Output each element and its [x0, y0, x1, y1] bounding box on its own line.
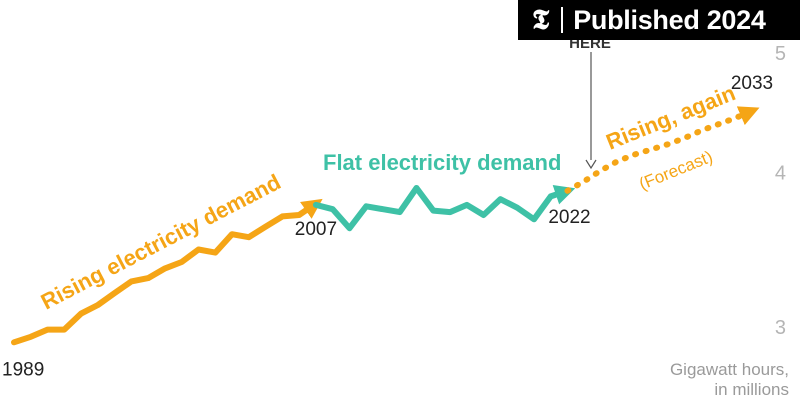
publication-badge: 𝕿 Published 2024 — [518, 0, 800, 40]
y-tick-label: 3 — [775, 317, 786, 339]
series-layer — [11, 106, 760, 346]
series-line-rising — [11, 198, 323, 346]
annotation-rising: Rising electricity demand — [37, 169, 285, 314]
unit-label-line2: in millions — [714, 380, 789, 399]
x-axis-labels: 1989 2007 2022 2033 — [2, 73, 773, 380]
badge-text: Published 2024 — [573, 4, 766, 35]
annotation-rising-again: Rising, again — [603, 80, 739, 154]
unit-label-line1: Gigawatt hours, — [670, 360, 789, 379]
x-year-label: 2022 — [548, 207, 590, 228]
x-year-label: 2033 — [731, 73, 773, 94]
y-axis-ticks: 3 4 5 — [775, 43, 786, 339]
annotation-flat: Flat electricity demand — [323, 150, 561, 175]
x-year-label: 2007 — [295, 219, 337, 240]
series-line-flat — [312, 184, 576, 232]
y-tick-label: 4 — [775, 163, 786, 185]
here-pointer-arrowhead — [585, 159, 597, 170]
series-line-forecast — [564, 106, 760, 194]
badge-divider — [561, 7, 564, 33]
x-year-label: 1989 — [2, 359, 44, 380]
annotation-forecast: (Forecast) — [636, 147, 715, 194]
y-tick-label: 5 — [775, 43, 786, 65]
nyt-logo: 𝕿 — [532, 3, 550, 36]
